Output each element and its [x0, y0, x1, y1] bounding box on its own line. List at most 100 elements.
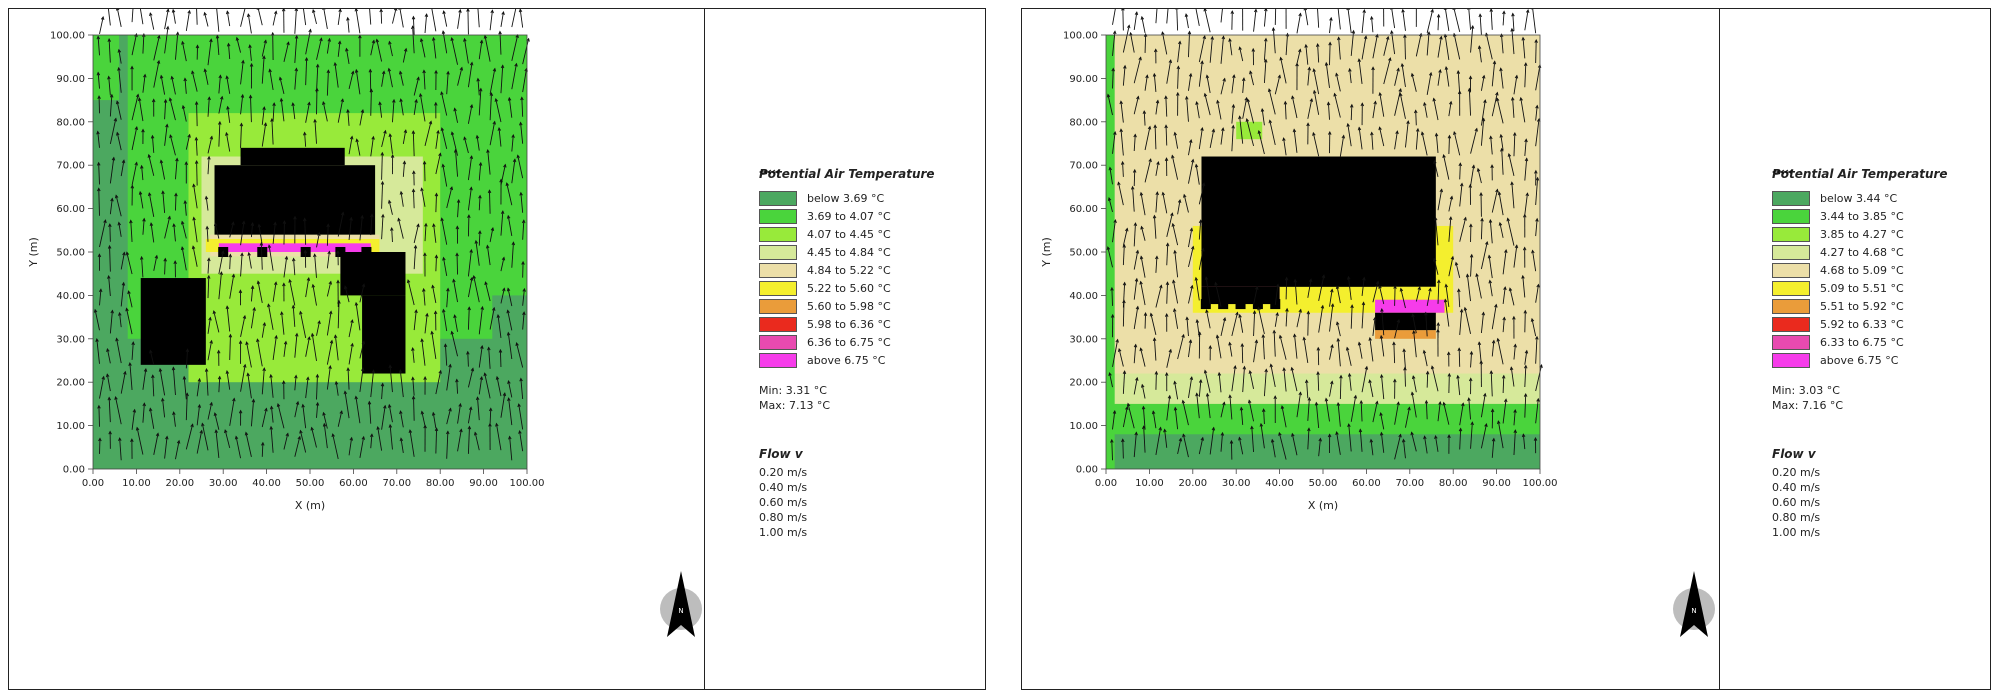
wind-arrow-head [328, 310, 333, 315]
wind-arrow [1531, 318, 1537, 337]
wind-arrow [508, 398, 513, 426]
wind-arrow-head [1148, 158, 1152, 163]
wind-arrow [240, 94, 244, 115]
wind-arrow-head [1523, 393, 1528, 397]
wind-arrow-head [467, 214, 471, 218]
wind-arrow [1426, 32, 1430, 56]
legend-item: 5.98 to 6.36 °C [759, 315, 935, 333]
wind-arrow-head [1110, 313, 1115, 318]
wind-arrow-head [1351, 29, 1356, 34]
wind-arrow [207, 136, 213, 154]
wind-arrow-head [98, 288, 103, 293]
wind-arrow [478, 162, 482, 181]
wind-arrow-head [1534, 169, 1538, 174]
wind-arrow [1242, 97, 1248, 119]
wind-arrow-head [1457, 288, 1461, 293]
wind-arrow-head [1200, 60, 1204, 65]
wind-arrow-head [1291, 95, 1295, 100]
wind-arrow-head [511, 133, 515, 138]
legend-item: 3.85 to 4.27 °C [1772, 225, 1948, 243]
wind-arrow-head [507, 397, 511, 402]
wind-arrow-head [131, 341, 135, 346]
wind-arrow-head [1188, 339, 1193, 344]
wind-arrow [400, 99, 404, 116]
legend-item: 5.60 to 5.98 °C [759, 297, 935, 315]
wind-arrow-head [1198, 219, 1203, 224]
wind-arrow-head [159, 74, 164, 79]
wind-arrow [337, 9, 341, 25]
wind-arrow-head [242, 314, 247, 319]
wind-arrow-head [1181, 399, 1186, 404]
wind-arrow [1371, 16, 1374, 33]
wind-arrow-head [248, 94, 253, 99]
wind-arrow [302, 404, 307, 429]
wind-arrow [1240, 407, 1244, 426]
wind-arrow-head [238, 340, 243, 344]
x-tick-label: 70.00 [382, 478, 411, 489]
wind-arrow-head [1173, 249, 1177, 254]
wind-arrow [141, 165, 144, 181]
wind-arrow [370, 89, 372, 116]
wind-arrow [1361, 36, 1367, 60]
wind-arrow-head [170, 75, 174, 80]
wind-arrow-head [1139, 255, 1144, 260]
wind-arrow-head [1312, 131, 1316, 136]
wind-arrow [477, 78, 480, 96]
wind-arrow-head [1277, 74, 1281, 79]
wind-arrow-head [1448, 100, 1453, 105]
wind-arrow-head [134, 126, 139, 131]
wind-arrow-head [149, 12, 153, 17]
wind-arrow-head [1410, 72, 1415, 77]
wind-arrow [500, 393, 506, 418]
wind-arrow [235, 436, 242, 459]
wind-arrow-head [1195, 100, 1199, 105]
wind-arrow-head [184, 161, 189, 165]
wind-arrow-head [380, 180, 385, 185]
y-tick-label: 10.00 [1069, 421, 1098, 432]
wind-arrow [1122, 9, 1124, 31]
wind-arrow-head [1395, 130, 1399, 135]
wind-arrow-head [453, 107, 457, 112]
wind-arrow [280, 98, 285, 122]
wind-arrow-head [1511, 12, 1515, 17]
wind-arrow-head [1203, 369, 1208, 374]
wind-arrow-head [310, 332, 315, 337]
wind-arrow-head [1173, 406, 1178, 411]
wind-arrow-head [1117, 181, 1121, 186]
wind-arrow [487, 149, 491, 175]
wind-arrow-head [1309, 97, 1314, 102]
wind-arrow-head [279, 97, 284, 102]
wind-arrow [402, 161, 406, 177]
wind-arrow [148, 193, 155, 217]
wind-arrow [1143, 426, 1146, 453]
wind-arrow [444, 344, 448, 366]
wind-arrow-head [286, 41, 290, 46]
wind-arrow [519, 9, 524, 28]
wind-arrow-head [1495, 97, 1500, 102]
wind-arrow [1350, 395, 1357, 422]
wind-arrow [173, 412, 176, 427]
wind-arrow [1166, 60, 1172, 84]
wind-arrow-head [1454, 261, 1459, 266]
wind-arrow-head [1155, 191, 1159, 196]
wind-arrow-head [459, 66, 464, 71]
wind-arrow-head [1396, 67, 1400, 72]
wind-arrow [457, 403, 461, 424]
wind-arrow-head [285, 432, 289, 437]
wind-arrow-head [1132, 168, 1137, 173]
wind-arrow [1122, 228, 1128, 246]
building [1375, 312, 1436, 331]
wind-arrow-head [1245, 118, 1250, 123]
wind-arrow-head [295, 400, 300, 405]
flow-legend-label: 0.80 m/s [759, 511, 808, 524]
wind-arrow-head [118, 437, 122, 442]
wind-arrow-head [197, 403, 202, 408]
legend-label: 3.44 to 3.85 °C [1820, 209, 1904, 223]
wind-arrow [1513, 430, 1516, 456]
wind-arrow-head [448, 407, 452, 412]
wind-arrow-head [411, 395, 416, 400]
wind-arrow-head [1125, 227, 1129, 232]
wind-arrow [1271, 439, 1276, 458]
building [340, 252, 406, 296]
left-heatmap-chart: 0.00 10.00 20.00 30.00 40.00 50.00 60.00 70.00 8… [27, 9, 702, 637]
